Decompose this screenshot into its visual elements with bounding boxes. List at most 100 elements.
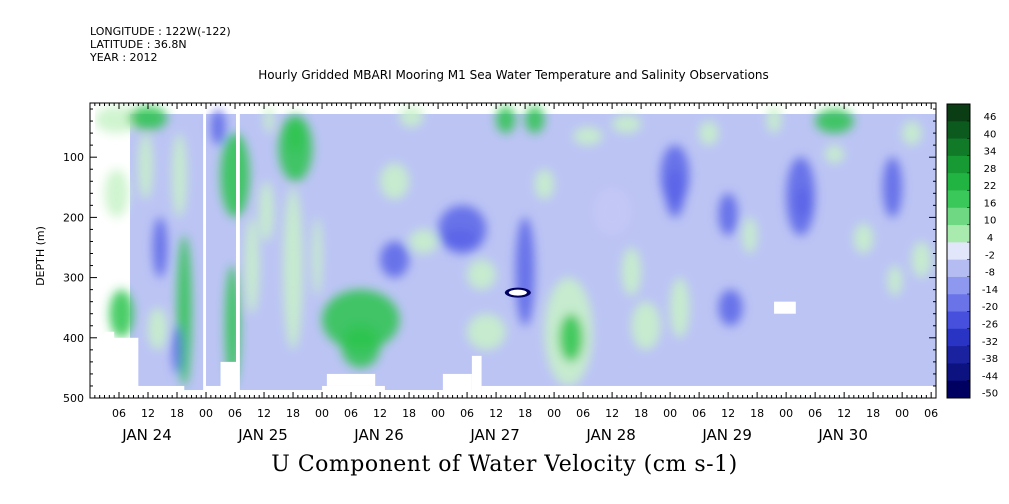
- x-tick-label: 00: [199, 407, 213, 420]
- x-tick-label: 18: [866, 407, 880, 420]
- colorbar-swatch: [947, 312, 970, 330]
- field-patch: [496, 106, 515, 133]
- x-tick-label: 06: [344, 407, 358, 420]
- x-tick-label: 18: [634, 407, 648, 420]
- field-patch: [283, 187, 302, 350]
- x-tick-label: 12: [257, 407, 271, 420]
- data-gap: [129, 350, 137, 380]
- data-gap: [105, 332, 115, 362]
- field-patch: [699, 121, 718, 145]
- data-gap: [327, 374, 375, 386]
- field-patch: [612, 115, 641, 133]
- x-tick-label: 06: [228, 407, 242, 420]
- x-tick-label: 00: [779, 407, 793, 420]
- field-patch: [341, 326, 380, 368]
- colorbar-swatch: [947, 208, 970, 226]
- field-patch: [109, 290, 133, 338]
- y-tick-label: 200: [63, 211, 84, 224]
- colorbar-label: 10: [984, 216, 997, 227]
- field-patch: [105, 169, 129, 217]
- field-patch: [153, 217, 168, 277]
- field-patch: [815, 109, 854, 133]
- field-patch: [912, 241, 931, 277]
- field-patch: [259, 181, 274, 241]
- data-gap: [114, 344, 129, 374]
- colorbar-label: 28: [984, 164, 997, 175]
- x-tick-label: 18: [750, 407, 764, 420]
- y-axis-label: DEPTH (m): [34, 226, 47, 286]
- x-tick-label: 12: [605, 407, 619, 420]
- field-patch: [718, 290, 742, 326]
- colorbar-swatch: [947, 190, 970, 208]
- y-tick-label: 300: [63, 272, 84, 285]
- x-tick-label: 06: [924, 407, 938, 420]
- field-patch: [622, 247, 641, 295]
- field-patch: [515, 217, 534, 325]
- x-tick-label: 06: [692, 407, 706, 420]
- field-patch: [172, 133, 187, 217]
- x-tick-label: 18: [170, 407, 184, 420]
- x-tick-label: 12: [141, 407, 155, 420]
- variable-title: U Component of Water Velocity (cm s-1): [0, 452, 1009, 477]
- field-patch: [211, 109, 226, 145]
- missing-cell: [509, 290, 527, 296]
- date-label: JAN 26: [353, 426, 404, 444]
- data-gap: [236, 103, 240, 398]
- colorbar-swatch: [947, 346, 970, 364]
- y-tick-label: 100: [63, 151, 84, 164]
- field-patch: [409, 229, 438, 253]
- field-patch: [796, 187, 811, 217]
- field-patch: [883, 157, 902, 217]
- field-patch: [535, 169, 554, 199]
- field-patch: [573, 127, 602, 145]
- colorbar-swatch: [947, 277, 970, 295]
- field-patch: [221, 133, 250, 217]
- colorbar-swatch: [947, 381, 970, 399]
- field-patch: [312, 217, 322, 295]
- colorbar-swatch: [947, 294, 970, 312]
- colorbar-swatch: [947, 260, 970, 278]
- x-axis: 06 12 18 00 06 12 18 00 06 12 18 00 06 12 18 00 06 12 18 00…: [112, 407, 938, 444]
- colorbar-label: 46: [984, 112, 997, 123]
- x-tick-label: 06: [576, 407, 590, 420]
- date-label: JAN 27: [469, 426, 520, 444]
- field-patch: [380, 163, 409, 199]
- colorbar-label: -32: [982, 337, 998, 348]
- colorbar-label: 40: [984, 129, 997, 140]
- x-tick-label: 12: [373, 407, 387, 420]
- field-patch: [467, 260, 496, 290]
- colorbar-swatch: [947, 139, 970, 157]
- colorbar-label: 16: [984, 198, 997, 209]
- y-tick-label: 500: [63, 392, 84, 405]
- field-patch: [743, 217, 758, 253]
- field-patch: [670, 278, 689, 338]
- x-tick-label: 00: [431, 407, 445, 420]
- field-patch: [138, 133, 153, 199]
- x-tick-label: 12: [837, 407, 851, 420]
- colorbar-swatch: [947, 329, 970, 347]
- x-tick-label: 18: [402, 407, 416, 420]
- colorbar-label: -2: [985, 250, 995, 261]
- colorbar-label: -44: [982, 371, 998, 382]
- x-tick-label: 00: [547, 407, 561, 420]
- date-label: JAN 25: [237, 426, 288, 444]
- colorbar-swatch: [947, 225, 970, 243]
- x-tick-label: 00: [315, 407, 329, 420]
- field-patch: [593, 187, 632, 235]
- x-tick-label: 06: [460, 407, 474, 420]
- colorbar-swatch: [947, 242, 970, 260]
- colorbar-swatch: [947, 104, 970, 122]
- colorbar-swatch: [947, 156, 970, 174]
- field-patch: [559, 314, 583, 362]
- x-tick-label: 12: [489, 407, 503, 420]
- colorbar-swatch: [947, 121, 970, 139]
- date-label: JAN 24: [121, 426, 172, 444]
- colorbar-label: -14: [982, 285, 998, 296]
- field-patch: [888, 266, 903, 296]
- data-gap: [90, 391, 936, 398]
- x-tick-label: 06: [808, 407, 822, 420]
- field-patch: [825, 145, 844, 163]
- field-patch: [264, 106, 274, 133]
- x-tick-label: 00: [895, 407, 909, 420]
